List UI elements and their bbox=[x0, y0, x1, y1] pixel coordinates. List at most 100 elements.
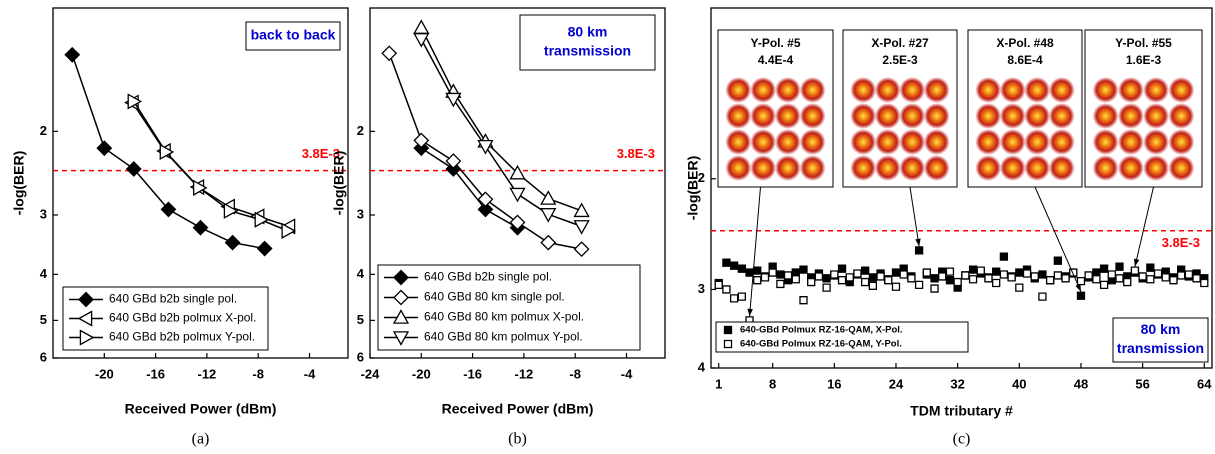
arrow-head bbox=[915, 239, 920, 247]
marker bbox=[923, 269, 930, 276]
marker bbox=[1124, 279, 1131, 286]
constellation-spot bbox=[924, 103, 950, 129]
constellation-spot bbox=[725, 129, 751, 155]
constellation-spot bbox=[1093, 103, 1119, 129]
constellation-spot bbox=[899, 77, 925, 103]
legend-marker bbox=[725, 327, 732, 334]
marker bbox=[723, 286, 730, 293]
inset-title: X-Pol. #48 bbox=[996, 36, 1054, 50]
x-tick-label: 8 bbox=[769, 376, 776, 391]
constellation-spot bbox=[875, 103, 901, 129]
marker bbox=[1031, 273, 1038, 280]
arrow-head bbox=[747, 309, 752, 317]
marker bbox=[900, 271, 907, 278]
inset-arrow bbox=[750, 187, 761, 316]
inset-ber: 8.6E-4 bbox=[1007, 53, 1043, 67]
marker bbox=[754, 267, 761, 274]
marker bbox=[854, 270, 861, 277]
y-tick-label: 4 bbox=[698, 359, 706, 374]
marker bbox=[1116, 275, 1123, 282]
marker bbox=[892, 269, 899, 276]
marker bbox=[258, 242, 272, 256]
constellation-spot bbox=[775, 103, 801, 129]
marker bbox=[931, 285, 938, 292]
marker bbox=[962, 272, 969, 279]
marker bbox=[823, 275, 830, 282]
marker bbox=[862, 267, 869, 274]
marker bbox=[511, 188, 525, 201]
x-tick-label: -12 bbox=[198, 366, 217, 381]
marker bbox=[970, 266, 977, 273]
constellation-spot bbox=[1093, 77, 1119, 103]
constellation-spot bbox=[1168, 155, 1194, 181]
constellation-spot bbox=[1118, 103, 1144, 129]
constellation-spot bbox=[1168, 103, 1194, 129]
legend-label: 640 GBd 80 km single pol. bbox=[424, 290, 565, 304]
marker bbox=[1101, 281, 1108, 288]
marker bbox=[1062, 275, 1069, 282]
marker bbox=[738, 265, 745, 272]
constellation-spot bbox=[850, 77, 876, 103]
legend-label: 640 GBd b2b single pol. bbox=[109, 292, 237, 306]
legend-label: 640 GBd 80 km polmux Y-pol. bbox=[424, 330, 583, 344]
y-tick-label: 3 bbox=[357, 206, 364, 221]
x-tick-label: -4 bbox=[304, 366, 316, 381]
marker bbox=[1108, 271, 1115, 278]
marker bbox=[993, 268, 1000, 275]
marker bbox=[1054, 272, 1061, 279]
x-tick-label: -16 bbox=[146, 366, 165, 381]
constellation-spot bbox=[875, 77, 901, 103]
series-line bbox=[421, 148, 517, 227]
marker bbox=[541, 236, 555, 250]
marker bbox=[808, 279, 815, 286]
marker bbox=[839, 265, 846, 272]
series-line bbox=[134, 101, 288, 230]
marker bbox=[831, 271, 838, 278]
marker bbox=[746, 269, 753, 276]
y-tick-label: 2 bbox=[357, 123, 364, 138]
caption: (b) bbox=[508, 431, 527, 448]
marker bbox=[993, 280, 1000, 287]
y-tick-label: 4 bbox=[40, 266, 48, 281]
marker bbox=[1101, 265, 1108, 272]
constellation-spot bbox=[1000, 77, 1026, 103]
box-text: transmission bbox=[544, 43, 631, 59]
y-tick-label: 5 bbox=[357, 312, 364, 327]
constellation-spot bbox=[850, 103, 876, 129]
marker bbox=[1155, 270, 1162, 277]
marker bbox=[977, 267, 984, 274]
constellation-spot bbox=[1168, 129, 1194, 155]
x-tick-label: 1 bbox=[715, 376, 722, 391]
marker bbox=[1116, 263, 1123, 270]
x-tick-label: -20 bbox=[412, 366, 431, 381]
constellation-spot bbox=[725, 103, 751, 129]
x-tick-label: 32 bbox=[950, 376, 964, 391]
threshold-label: 3.8E-3 bbox=[617, 146, 655, 161]
constellation-spot bbox=[924, 77, 950, 103]
constellation-spot bbox=[1000, 155, 1026, 181]
y-tick-label: 4 bbox=[357, 266, 365, 281]
constellation-spot bbox=[725, 155, 751, 181]
marker bbox=[1085, 272, 1092, 279]
marker bbox=[877, 273, 884, 280]
marker bbox=[777, 280, 784, 287]
constellation-spot bbox=[1143, 129, 1169, 155]
constellation-spot bbox=[725, 77, 751, 103]
marker bbox=[382, 46, 396, 60]
box-text: back to back bbox=[251, 27, 336, 43]
marker bbox=[846, 274, 853, 281]
marker bbox=[715, 281, 722, 288]
marker bbox=[1178, 272, 1185, 279]
marker bbox=[769, 269, 776, 276]
marker bbox=[946, 277, 953, 284]
constellation-spot bbox=[800, 129, 826, 155]
marker bbox=[1077, 278, 1084, 285]
inset-ber: 1.6E-3 bbox=[1126, 53, 1162, 67]
constellation-spot bbox=[975, 155, 1001, 181]
inset-title: X-Pol. #27 bbox=[871, 36, 929, 50]
marker bbox=[916, 247, 923, 254]
constellation-spot bbox=[899, 103, 925, 129]
y-tick-label: 5 bbox=[40, 312, 47, 327]
constellation-spot bbox=[1118, 129, 1144, 155]
constellation-spot bbox=[975, 77, 1001, 103]
